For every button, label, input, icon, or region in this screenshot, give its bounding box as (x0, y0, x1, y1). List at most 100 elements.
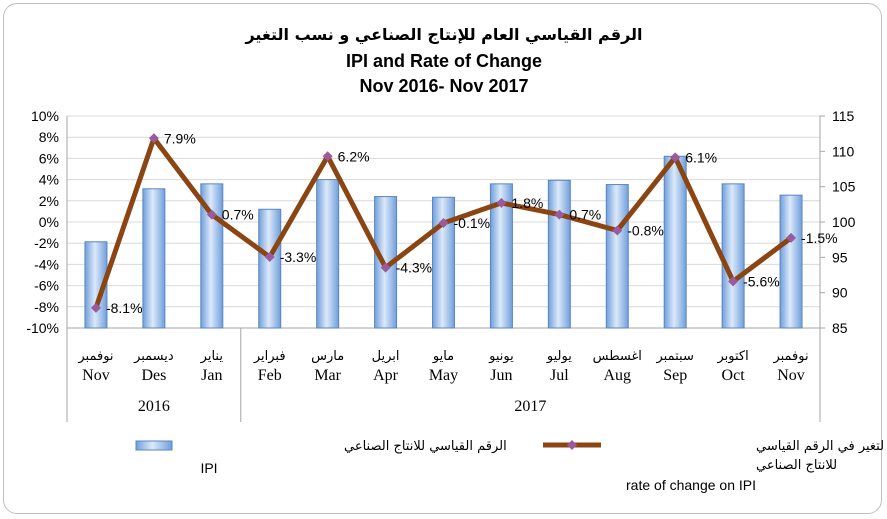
category-label-arabic: مارس (311, 349, 344, 364)
year-group-label: 2016 (138, 398, 170, 415)
left-tick-label: 10% (31, 108, 59, 124)
ipi-bar (84, 241, 108, 329)
legend-bar-label-english: IPI (200, 460, 217, 476)
rate-data-label: -3.3% (280, 249, 317, 265)
right-tick-label: 115 (832, 108, 855, 124)
rate-marker (612, 225, 623, 236)
rate-data-label: -0.8% (627, 222, 664, 238)
ipi-bar (432, 196, 455, 329)
ipi-bar (142, 188, 166, 329)
category-label-english: Jan (201, 367, 222, 384)
right-tick-label: 100 (832, 214, 856, 230)
right-axis-ticks: 115 110 105 100 95 90 85 (820, 108, 856, 336)
rate-marker (786, 232, 797, 243)
rate-marker (206, 209, 217, 220)
right-tick-label: 90 (832, 285, 848, 301)
rate-data-label: 0.7% (222, 207, 254, 223)
rate-marker (496, 197, 507, 208)
rate-marker (380, 262, 391, 273)
rate-data-label: 7.9% (164, 130, 196, 146)
chart-title-arabic: الرقم القياسي العام للإنتاج الصناعي و نس… (244, 25, 642, 45)
ipi-bar (605, 184, 629, 329)
rate-marker (90, 302, 101, 313)
ipi-bar (721, 183, 745, 329)
ipi-bar (258, 208, 282, 329)
ipi-bar (547, 179, 571, 329)
category-label-english: Des (141, 367, 166, 384)
data-labels: -8.1% 7.9% 0.7% -3.3% 6.2% -4.3% -0.1% 1.8% 0.7%… (106, 130, 838, 316)
ipi-bar (316, 179, 340, 329)
right-tick-label: 105 (832, 179, 856, 195)
category-label-english: May (429, 367, 458, 384)
rate-marker (554, 209, 565, 220)
category-label-arabic: ابريل (372, 349, 400, 364)
chart-title-english: IPI and Rate of Change (346, 51, 542, 71)
right-tick-label: 85 (832, 320, 848, 336)
ipi-bar (663, 155, 687, 329)
category-label-english: Sep (663, 367, 687, 384)
legend-line-label-arabic-2: للانتاج الصناعي (756, 458, 837, 473)
rate-marker (670, 152, 681, 163)
rate-data-label: 6.2% (338, 148, 370, 164)
category-label-english: Apr (373, 367, 399, 384)
category-label-english: Aug (603, 367, 631, 384)
category-label-english: Mar (314, 367, 341, 384)
rate-data-label: 1.8% (511, 195, 543, 211)
left-tick-label: -6% (34, 278, 59, 294)
rate-marker (322, 151, 333, 162)
category-label-arabic: نوفمبر (772, 349, 808, 364)
rate-data-label: -1.5% (801, 230, 838, 246)
legend: الرقم القياسي للانتاج الصناعي IPI نسبة ا… (135, 439, 883, 493)
year-group-label: 2017 (514, 398, 546, 415)
rate-data-label: -0.1% (454, 215, 491, 231)
legend-line-label-arabic-1: نسبة التغير في الرقم القياسي (756, 439, 883, 454)
category-label-arabic: يوليو (546, 349, 572, 364)
left-tick-label: -8% (34, 299, 59, 315)
legend-line-marker-icon (567, 440, 577, 450)
category-label-arabic: نوفمبر (77, 349, 113, 364)
rate-data-label: -8.1% (106, 300, 143, 316)
left-tick-label: 6% (39, 150, 59, 166)
category-label-english: Jul (550, 367, 569, 384)
legend-bar-swatch (135, 440, 173, 451)
left-tick-label: 0% (39, 214, 59, 230)
ipi-bar (489, 183, 513, 329)
category-label-arabic: يونيو (488, 349, 514, 364)
chart-frame: الرقم القياسي العام للإنتاج الصناعي و نس… (3, 3, 883, 514)
legend-bar-label-arabic: الرقم القياسي للانتاج الصناعي (344, 439, 507, 454)
category-label-arabic: اكتوبر (716, 349, 748, 364)
rate-of-change-line (90, 133, 797, 313)
category-label-arabic: فبراير (253, 349, 286, 364)
ipi-bars (84, 155, 803, 329)
left-tick-label: 8% (39, 129, 59, 145)
category-label-arabic: سبتمبر (656, 349, 694, 364)
chart-canvas: الرقم القياسي العام للإنتاج الصناعي و نس… (26, 25, 883, 493)
rate-data-label: 0.7% (569, 207, 601, 223)
left-axis-ticks: 10% 8% 6% 4% 2% 0% -2% -4% -6% -8% -10% (26, 108, 59, 336)
rate-data-label: 6.1% (685, 149, 717, 165)
rate-marker (148, 133, 159, 144)
category-label-arabic: ديسمبر (133, 349, 174, 364)
rate-marker (264, 251, 275, 262)
ipi-bar (779, 194, 803, 329)
left-tick-label: -2% (34, 235, 59, 251)
rate-data-label: -4.3% (396, 260, 433, 276)
rate-data-label: -5.6% (743, 273, 780, 289)
category-label-arabic: اغسطس (593, 349, 642, 364)
category-label-english: Feb (258, 367, 282, 384)
chart-subtitle-period: Nov 2016- Nov 2017 (359, 76, 528, 96)
right-tick-label: 110 (832, 143, 855, 159)
legend-line-label-english: rate of change on IPI (626, 477, 756, 493)
category-axis: نوفمبر Nov ديسمبر Des يناير Jan فبراير Feb مارس M… (66, 328, 821, 422)
rate-marker (728, 276, 739, 287)
category-label-english: Oct (722, 367, 746, 384)
category-label-english: Jun (490, 367, 512, 384)
left-tick-label: 2% (39, 193, 59, 209)
rate-marker (438, 218, 449, 229)
right-tick-label: 95 (832, 249, 848, 265)
left-tick-label: 4% (39, 172, 59, 188)
left-tick-label: -10% (26, 320, 59, 336)
category-label-english: Nov (777, 367, 805, 384)
left-tick-label: -4% (34, 256, 59, 272)
category-label-arabic: يناير (200, 349, 224, 364)
